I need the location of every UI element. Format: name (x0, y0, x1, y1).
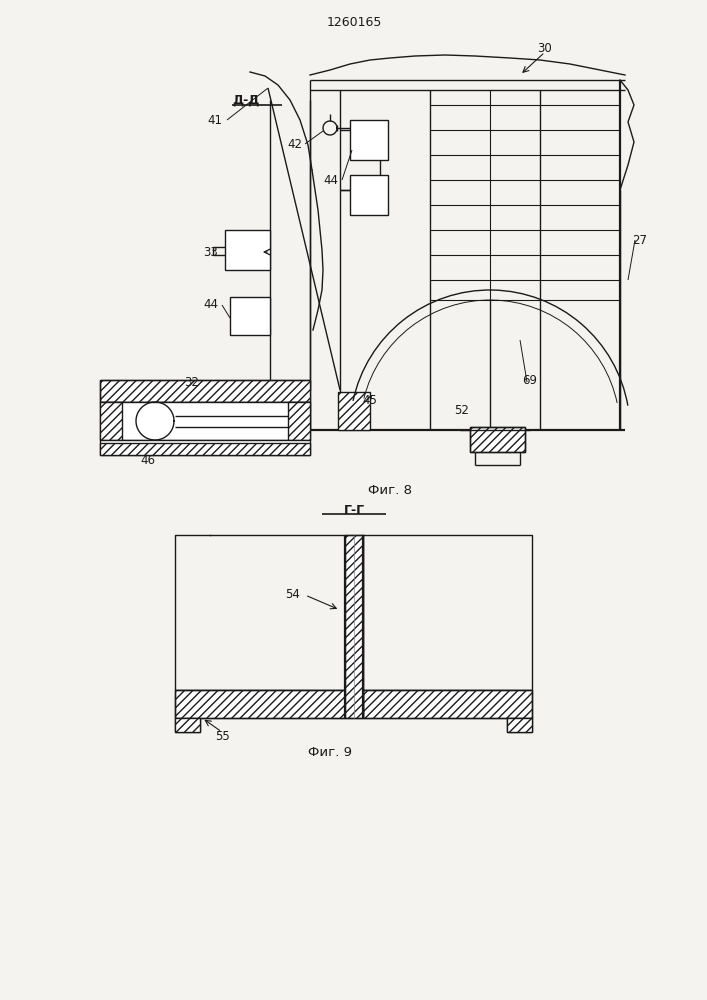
Bar (175, 690, 345, 718)
Bar (175, 718, 200, 732)
Bar (100, 380, 310, 402)
Bar (225, 230, 270, 270)
Text: 45: 45 (363, 393, 378, 406)
Text: Г-Г: Г-Г (344, 504, 365, 516)
Bar (288, 402, 310, 440)
Bar (100, 402, 122, 440)
Bar (100, 440, 310, 455)
Bar (470, 427, 525, 452)
Text: 55: 55 (215, 730, 229, 744)
Text: 1260165: 1260165 (327, 15, 382, 28)
Bar (350, 175, 388, 215)
Text: Д-Д: Д-Д (232, 94, 259, 106)
Text: 69: 69 (522, 373, 537, 386)
Bar (363, 690, 532, 718)
Text: 41: 41 (207, 113, 222, 126)
Text: 46: 46 (141, 454, 156, 466)
Text: 42: 42 (287, 137, 302, 150)
Text: 33: 33 (203, 245, 218, 258)
Bar (345, 535, 363, 718)
Text: 27: 27 (633, 233, 648, 246)
Bar (338, 392, 370, 430)
Text: Фиг. 9: Фиг. 9 (308, 746, 352, 758)
Bar (100, 402, 310, 440)
Text: 32: 32 (185, 375, 199, 388)
Bar (507, 718, 532, 732)
Bar (100, 443, 310, 455)
Bar (350, 120, 388, 160)
Text: 52: 52 (455, 403, 469, 416)
Text: 44: 44 (323, 174, 338, 186)
Text: 30: 30 (537, 41, 552, 54)
Bar (230, 297, 270, 335)
Text: Фиг. 8: Фиг. 8 (368, 484, 412, 496)
Text: 54: 54 (285, 588, 300, 601)
Text: 44: 44 (203, 298, 218, 312)
